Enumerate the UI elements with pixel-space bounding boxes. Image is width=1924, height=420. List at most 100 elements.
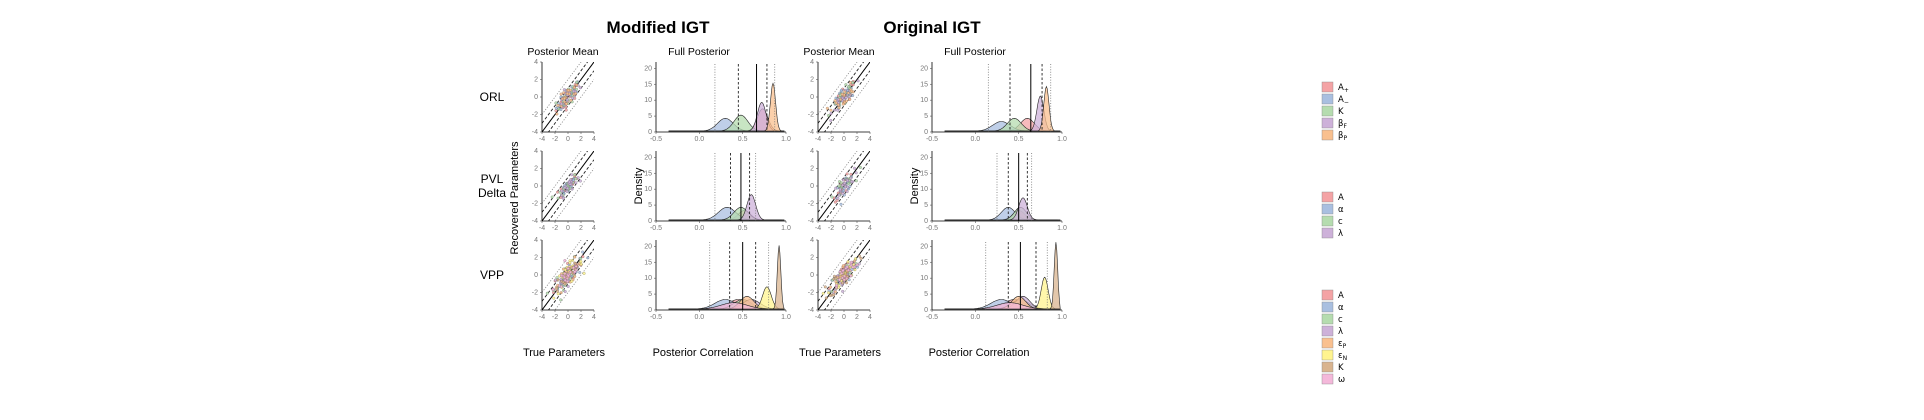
scatter-point	[841, 189, 845, 193]
y-tick-label: 0	[810, 94, 814, 101]
x-tick-label: 1.0	[781, 314, 791, 321]
scatter-point	[844, 185, 847, 189]
scatter-point	[837, 193, 841, 197]
legend-label: A	[1338, 193, 1344, 203]
y-tick-label: 5	[648, 291, 652, 298]
scatter-point	[845, 276, 849, 280]
scatter-point	[566, 285, 570, 288]
scatter-point	[840, 271, 844, 275]
scatter-point	[829, 108, 833, 112]
y-tick-label: 10	[920, 275, 928, 282]
x-tick-label: -0.5	[650, 314, 662, 321]
scatter-point	[563, 275, 566, 279]
scatter-point	[566, 274, 570, 278]
scatter-point	[566, 267, 570, 270]
legend-swatch	[1321, 325, 1334, 337]
y-tick-label: 10	[920, 186, 928, 193]
scatter-point	[574, 92, 578, 95]
density-panel: 0 5 10 15 20 -0.5 0.0 0.5 1.0	[644, 240, 791, 321]
y-tick-label: -2	[532, 290, 538, 297]
density-curve	[668, 206, 785, 221]
scatter-point	[565, 98, 569, 102]
y-tick-label: 5	[924, 202, 928, 209]
scatter-point	[839, 88, 843, 92]
scatter-point	[854, 171, 858, 175]
scatter-point	[833, 200, 837, 204]
scatter-point	[574, 262, 577, 266]
scatter-point	[833, 290, 837, 294]
scatter-point	[836, 108, 840, 112]
density-panel: 0 5 10 15 20 -0.5 0.0 0.5 1.0	[920, 62, 1067, 143]
reference-line	[547, 70, 594, 132]
legend-label: ω	[1338, 375, 1345, 385]
scatter-point	[841, 269, 845, 273]
density-curve	[944, 197, 1061, 221]
scatter-point	[843, 100, 847, 104]
scatter-point	[829, 112, 833, 115]
scatter-point	[832, 293, 836, 297]
scatter-point	[841, 178, 845, 182]
scatter-point	[556, 292, 560, 296]
scatter-point	[559, 298, 563, 302]
x-tick-label: 1.0	[781, 225, 791, 232]
x-tick-label: 4	[868, 136, 872, 143]
scatter-point	[841, 264, 845, 268]
legend-label: βF	[1338, 119, 1347, 130]
legend-swatch	[1321, 129, 1334, 141]
scatter-point	[849, 274, 853, 278]
y-tick-label: 20	[644, 154, 652, 161]
scatter-point	[833, 108, 837, 112]
scatter-point	[561, 196, 565, 200]
scatter-point	[578, 270, 582, 274]
scatter-point	[554, 278, 557, 282]
x-tick-label: 0	[842, 314, 846, 321]
scatter-point	[575, 83, 579, 87]
column-title-full: Full Posterior	[944, 46, 1006, 58]
scatter-point	[844, 83, 848, 87]
x-tick-label: -4	[815, 136, 821, 143]
x-tick-label: 0	[842, 225, 846, 232]
scatter-point	[855, 263, 859, 267]
scatter-point	[856, 79, 860, 83]
reference-line	[823, 159, 870, 221]
reference-line	[542, 240, 589, 302]
scatter-point	[567, 180, 571, 184]
y-tick-label: -2	[532, 112, 538, 119]
y-tick-label: 0	[648, 218, 652, 225]
scatter-point	[575, 80, 579, 84]
scatter-point	[821, 291, 825, 295]
x-axis-label-scatter: True Parameters	[523, 347, 606, 359]
scatter-point	[555, 112, 559, 116]
reference-line	[818, 240, 858, 293]
x-tick-label: 2	[855, 225, 859, 232]
scatter-point	[849, 176, 853, 180]
scatter-point	[574, 181, 578, 185]
y-tick-label: 4	[810, 59, 814, 66]
scatter-point	[554, 101, 558, 105]
scatter-point	[569, 178, 573, 182]
scatter-panel: -4-4 -2 -2 0 0 2 2 4 4	[808, 148, 872, 232]
y-tick-label: 15	[644, 259, 652, 266]
x-tick-label: 0.0	[970, 314, 980, 321]
scatter-point	[570, 259, 574, 262]
scatter-point	[843, 274, 847, 278]
scatter-point	[572, 266, 575, 270]
scatter-point	[563, 268, 567, 272]
y-tick-label: 10	[920, 97, 928, 104]
y-tick-label: 2	[810, 77, 814, 84]
legend-swatch	[1321, 361, 1334, 373]
scatter-point	[847, 95, 851, 99]
scatter-point	[830, 290, 834, 294]
scatter-point	[846, 268, 850, 272]
legend-swatch	[1321, 289, 1334, 301]
x-tick-label: 4	[592, 314, 596, 321]
legend-label: α	[1338, 303, 1344, 313]
scatter-point	[567, 92, 571, 96]
x-tick-label: 4	[868, 314, 872, 321]
scatter-point	[563, 100, 567, 104]
legend-label: K	[1338, 107, 1344, 117]
row-label: VPP	[480, 268, 504, 282]
